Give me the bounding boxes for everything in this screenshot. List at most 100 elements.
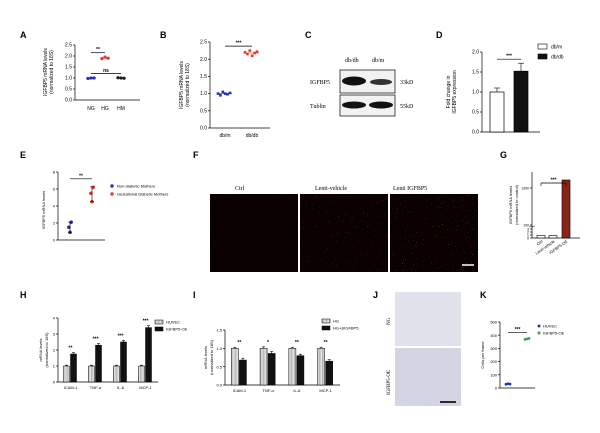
y-tick-label: 0.5	[216, 364, 222, 369]
y-tick-label: 1.5	[472, 70, 479, 76]
x-tick-label: ICAM-1	[64, 385, 78, 390]
bar	[259, 348, 268, 386]
y-tick-label: 4	[53, 316, 56, 321]
y-axis-label: IGFBP5 mRNA levels	[508, 186, 513, 224]
significance-label: ***	[143, 319, 149, 325]
y-tick-label: 0.5	[65, 87, 72, 93]
y-axis-label: IGFBP5 mRNA levels	[41, 191, 46, 229]
data-point	[248, 49, 252, 52]
data-point	[226, 92, 229, 96]
y-axis-label: (normalized to 18S)	[185, 63, 191, 107]
y-axis-label: (normalized to 18S)	[209, 339, 214, 375]
micrograph-title: Lenti IGFBP5	[393, 186, 427, 192]
bar	[267, 353, 276, 386]
y-axis-label: IGFBP5 expression	[452, 70, 458, 114]
bar	[95, 344, 102, 383]
legend-label: db/db	[551, 55, 564, 61]
x-tick-label: TNF-α	[90, 385, 102, 390]
blot-col-label: db/m	[372, 58, 385, 64]
x-tick-label: ICAM-1	[233, 388, 247, 393]
panel-letter: I	[193, 290, 196, 300]
x-tick-label: HM	[117, 106, 125, 112]
significance-label: ***	[93, 337, 99, 343]
y-tick-label: 0	[495, 386, 498, 391]
data-point	[221, 90, 225, 94]
micrograph-label: IGFBP5-OE	[387, 370, 392, 395]
y-tick-label: 2	[527, 230, 529, 234]
legend-label: db/m	[551, 45, 562, 51]
y-tick-label: 1.5	[200, 74, 207, 80]
panel-letter: G	[500, 150, 507, 160]
blot-size-label: 33kD	[400, 80, 414, 86]
legend-swatch	[537, 53, 548, 60]
significance-label: **	[295, 340, 299, 346]
panel-b-chart: 0.0 0.5 1.0 1.5 2.0 2.5 IGFBP5 mRNA levels (nor…	[179, 40, 270, 139]
bar	[113, 365, 120, 383]
bar	[145, 327, 152, 383]
legend-label: HUVEC	[543, 324, 557, 329]
bar	[489, 91, 505, 133]
data-point	[255, 50, 259, 53]
y-axis-label: IGFBP5 mRNA levels	[179, 61, 185, 109]
significance-label: ***	[118, 333, 124, 339]
y-tick-label: 2	[53, 221, 56, 226]
y-tick-label: 6	[53, 187, 56, 192]
legend-label: Gestational Diabetic Mothers	[117, 192, 168, 197]
x-tick-label: IL-6	[293, 388, 301, 393]
y-tick-label: 1.5	[216, 328, 222, 333]
x-tick-label: TNF-α	[262, 388, 274, 393]
legend-marker	[110, 184, 114, 188]
blot-box-igfbp5	[339, 69, 396, 94]
y-tick-label: 2.0	[472, 50, 479, 56]
x-tick-label: MCP-1	[139, 385, 152, 390]
legend-label: IGFBP5-OE	[543, 331, 565, 336]
panel-letter: C	[305, 30, 312, 40]
panel-j-micrographs: NG IGFBP5-OE	[387, 292, 461, 406]
significance-label: *	[267, 340, 269, 346]
bar	[138, 365, 145, 383]
panel-letter: A	[20, 30, 27, 40]
data-point	[86, 76, 90, 81]
significance-label: **	[69, 346, 73, 352]
y-tick-label: 3	[53, 332, 56, 337]
legend-label: HG+siIGFBP5	[333, 326, 359, 331]
micrograph-label: NG	[387, 317, 392, 325]
bar	[536, 235, 546, 239]
y-tick-label: 0.0	[472, 130, 479, 136]
y-tick-label: 400	[490, 333, 497, 338]
y-tick-label: 1.0	[216, 346, 222, 351]
data-point	[228, 91, 232, 95]
data-point	[250, 54, 254, 58]
y-axis-label: mRNA levels	[203, 346, 208, 369]
y-tick-label: 100	[490, 372, 497, 377]
y-tick-label: 300	[490, 346, 497, 351]
y-tick-label: 8	[53, 170, 56, 175]
y-tick-label: 0	[527, 236, 529, 240]
significance-label: ***	[551, 178, 557, 184]
y-tick-label: 1.0	[200, 91, 207, 97]
axis-break	[528, 225, 536, 228]
y-tick-label: 0	[53, 380, 56, 385]
significance-label: **	[237, 340, 241, 346]
y-tick-label: 2	[53, 348, 56, 353]
panel-letter: D	[436, 30, 443, 40]
bar	[296, 355, 305, 386]
data-point	[508, 382, 512, 386]
y-tick-label: 0.0	[216, 383, 222, 388]
data-point	[100, 57, 104, 61]
blot-band	[342, 76, 366, 86]
legend-swatch	[154, 326, 164, 332]
legend-swatch	[154, 319, 164, 325]
x-tick-label: MCP-1	[319, 388, 332, 393]
data-point	[246, 52, 249, 56]
data-point	[219, 94, 222, 97]
significance-label: **	[79, 173, 83, 179]
blot-box-tubulin	[339, 94, 396, 117]
bar	[239, 359, 247, 386]
y-tick-label: 2.0	[65, 54, 72, 60]
y-tick-label: 500	[490, 320, 497, 325]
y-tick-label: 0.5	[200, 108, 207, 114]
bar	[231, 348, 239, 386]
panel-c-western-blot: db/db db/m IGFBP5 Tublin 33kD 55kD	[310, 58, 414, 117]
